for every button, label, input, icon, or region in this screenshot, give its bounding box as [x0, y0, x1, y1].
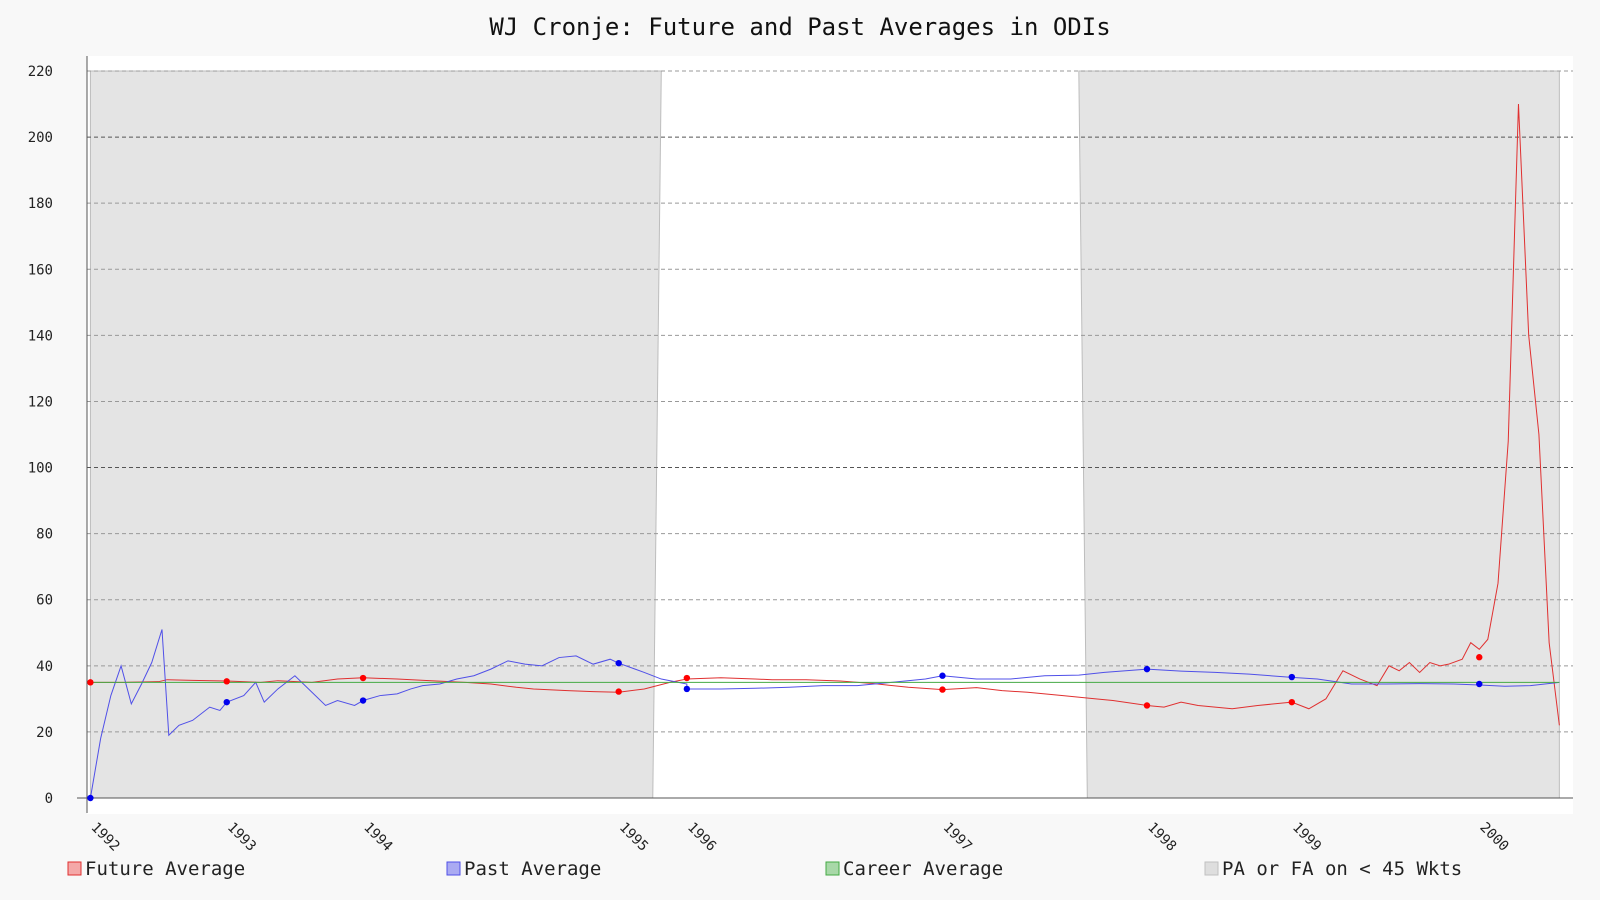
future-marker [223, 678, 230, 685]
legend-label: Past Average [464, 858, 601, 880]
y-tick-label: 80 [36, 527, 53, 543]
legend-label: Career Average [843, 858, 1003, 880]
past-marker [1143, 665, 1151, 673]
past-marker [87, 794, 94, 802]
x-tick-label: 1993 [224, 820, 259, 855]
future-marker [359, 674, 367, 682]
y-tick-label: 100 [28, 461, 53, 477]
past-marker [359, 697, 367, 704]
future-marker [615, 688, 622, 695]
x-tick-label: 1995 [616, 820, 651, 855]
series-line-1 [89, 629, 1560, 799]
y-tick-label: 180 [28, 196, 53, 212]
future-marker [87, 679, 94, 686]
x-tick-label: 1998 [1144, 820, 1179, 855]
shaded-region [89, 70, 662, 799]
future-marker [1476, 654, 1483, 661]
y-tick-label: 20 [36, 725, 53, 741]
legend: Future Average Past Average Career Average… [67, 858, 1462, 880]
chart-title: WJ Cronje: Future and Past Averages in O… [489, 13, 1110, 41]
past-marker [1288, 673, 1296, 681]
legend-swatch [446, 861, 461, 876]
x-tick-label: 1996 [684, 820, 719, 855]
series-line-0 [90, 104, 1560, 726]
future-marker [939, 686, 946, 693]
x-tick-label: 1992 [88, 820, 123, 855]
x-tick-label: 1997 [940, 820, 975, 855]
y-tick-label: 220 [28, 64, 53, 80]
future-marker [1288, 698, 1296, 706]
legend-label: PA or FA on < 45 Wkts [1222, 858, 1462, 880]
axes [77, 56, 1573, 813]
shaded-region [1078, 70, 1560, 799]
y-tick-label: 140 [28, 328, 53, 344]
shaded-regions [89, 70, 1560, 799]
past-marker [1476, 680, 1483, 688]
y-tick-label: 120 [28, 394, 53, 410]
y-tick-label: 40 [36, 659, 53, 675]
y-tick-label: 60 [36, 593, 53, 609]
legend-swatch [825, 861, 840, 876]
y-tick-label: 0 [45, 791, 53, 807]
x-tick-label: 2000 [1476, 820, 1511, 855]
legend-label: Future Average [85, 858, 245, 880]
future-marker [1143, 702, 1151, 709]
x-tick-label: 1999 [1289, 820, 1324, 855]
y-tick-labels: 0 20 40 60 80 100 120 140 160 180 200 220 [28, 64, 53, 807]
y-tick-label: 160 [28, 262, 53, 278]
series-lines [89, 104, 1560, 799]
legend-swatch [1204, 861, 1219, 876]
legend-swatch [67, 861, 82, 876]
past-marker [683, 685, 691, 693]
series-markers [87, 654, 1483, 802]
future-marker [683, 674, 691, 682]
past-marker [223, 698, 230, 706]
y-tick-label: 200 [28, 130, 53, 146]
x-tick-label: 1994 [360, 820, 395, 855]
past-marker [939, 672, 946, 679]
x-tick-labels: 1992 1993 1994 1995 1996 1997 1998 1999 2000 [88, 820, 1512, 855]
past-marker [615, 659, 622, 667]
